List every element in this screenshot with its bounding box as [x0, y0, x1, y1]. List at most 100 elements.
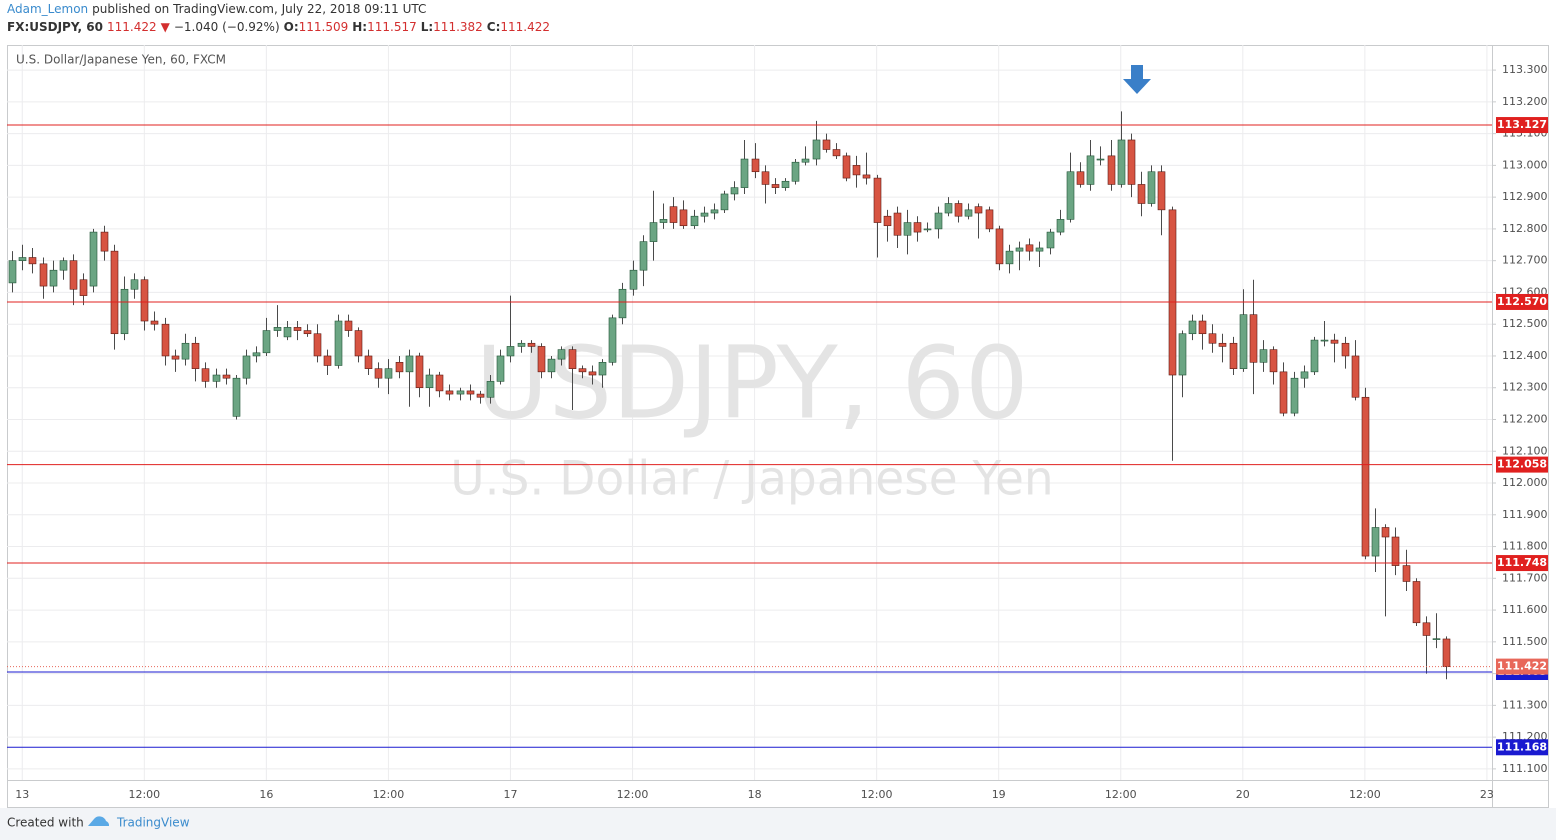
- candle-body: [374, 368, 383, 379]
- candle-body: [1208, 333, 1217, 344]
- candle-body: [364, 355, 373, 369]
- author[interactable]: Adam_Lemon: [7, 2, 89, 16]
- candle-body: [273, 327, 282, 331]
- candle-body: [923, 228, 932, 231]
- ohlc-label: H:: [352, 20, 368, 34]
- candle-body: [1351, 355, 1360, 398]
- chart-title: U.S. Dollar/Japanese Yen, 60, FXCM: [16, 53, 226, 67]
- candle-body: [781, 180, 790, 188]
- candle-body: [985, 209, 994, 230]
- candle-body: [79, 279, 88, 296]
- brand-logo: [88, 816, 110, 826]
- candle-body: [578, 368, 587, 373]
- candle-body: [690, 215, 699, 227]
- candle-body: [1402, 565, 1411, 582]
- candle-body: [191, 342, 200, 369]
- candle-body: [1300, 371, 1309, 379]
- x-tick-label: 18: [748, 788, 762, 801]
- price-label: 112.570: [1497, 295, 1547, 308]
- candle-body: [1422, 622, 1431, 636]
- x-tick-label: 12:00: [1349, 788, 1381, 801]
- y-tick-label: 112.000: [1502, 476, 1548, 489]
- candle-body: [1442, 638, 1451, 667]
- candle-body: [415, 355, 424, 389]
- ohlc-label: C:: [486, 20, 501, 34]
- x-tick-label: 20: [1236, 788, 1250, 801]
- candle-body: [466, 390, 475, 395]
- y-tick-label: 111.300: [1502, 698, 1548, 711]
- candle-body: [730, 187, 739, 195]
- candle-body: [1279, 371, 1288, 414]
- candle-body: [568, 349, 577, 369]
- candle-body: [334, 320, 343, 366]
- price-label: 113.127: [1497, 118, 1547, 131]
- candle-body: [506, 346, 515, 357]
- candle-body: [476, 393, 485, 398]
- candle-body: [1107, 155, 1116, 185]
- candle-body: [1046, 231, 1055, 249]
- ohlc-value: 111.422: [500, 20, 551, 34]
- candle-body: [1330, 339, 1339, 344]
- price-label: 111.748: [1497, 556, 1547, 569]
- candle-body: [1341, 342, 1350, 357]
- candle-body: [761, 171, 770, 185]
- candle-body: [710, 209, 719, 214]
- ohlc-value: 111.517: [367, 20, 417, 34]
- x-tick-label: 16: [259, 788, 273, 801]
- candle-body: [1096, 158, 1105, 161]
- candle-body: [669, 206, 678, 223]
- footer-brand[interactable]: TradingView: [116, 816, 190, 830]
- y-tick-label: 113.300: [1502, 63, 1548, 76]
- candle-body: [252, 352, 261, 357]
- candle-body: [832, 149, 841, 157]
- candle-body: [862, 174, 871, 179]
- candle-body: [1025, 244, 1034, 252]
- candle-body: [1320, 339, 1329, 342]
- candle-body: [1432, 638, 1441, 640]
- y-tick-label: 111.600: [1502, 603, 1548, 616]
- candle-body: [8, 260, 17, 284]
- price-label-bg: [1496, 117, 1548, 134]
- candle-body: [354, 330, 363, 357]
- candle-body: [1035, 247, 1044, 252]
- candle-body: [944, 203, 953, 214]
- candle-body: [873, 177, 882, 223]
- y-tick-label: 112.400: [1502, 349, 1548, 362]
- y-tick-label: 111.100: [1502, 762, 1548, 775]
- x-tick-label: 13: [15, 788, 29, 801]
- candle-body: [1157, 171, 1166, 211]
- y-tick-label: 113.200: [1502, 95, 1548, 108]
- candle-body: [201, 368, 210, 382]
- candle-body: [28, 257, 37, 265]
- candle-body: [313, 333, 322, 357]
- y-tick-label: 112.800: [1502, 222, 1548, 235]
- candle-body: [39, 263, 48, 287]
- header-line: FX:USDJPY, 60 111.422 ▼ −1.040 (−0.92%) O:11…: [7, 18, 558, 36]
- x-tick-label: 12:00: [128, 788, 160, 801]
- candle-body: [801, 158, 810, 163]
- candle-body: [120, 288, 129, 335]
- candle-body: [822, 139, 831, 150]
- price-label-bg: [1496, 293, 1548, 310]
- candle-body: [1005, 250, 1014, 265]
- candle-body: [181, 342, 190, 360]
- price-label: 111.168: [1497, 740, 1547, 753]
- candle-body: [974, 206, 983, 214]
- candle-body: [130, 279, 139, 290]
- candle-body: [842, 155, 851, 179]
- candle-body: [639, 241, 648, 271]
- y-tick-label: 112.700: [1502, 254, 1548, 267]
- candle-body: [171, 355, 180, 360]
- candle-body: [954, 203, 963, 217]
- x-tick-label: 12:00: [617, 788, 649, 801]
- candle-body: [1259, 349, 1268, 363]
- candle-body: [700, 212, 709, 217]
- candle-body: [588, 371, 597, 376]
- candle-body: [608, 317, 617, 363]
- y-tick-label: 111.800: [1502, 540, 1548, 553]
- x-tick-label: 12:00: [861, 788, 893, 801]
- ohlc-label: O:: [283, 20, 299, 34]
- candle-body: [659, 219, 668, 223]
- ohlc-value: 111.509: [298, 20, 349, 34]
